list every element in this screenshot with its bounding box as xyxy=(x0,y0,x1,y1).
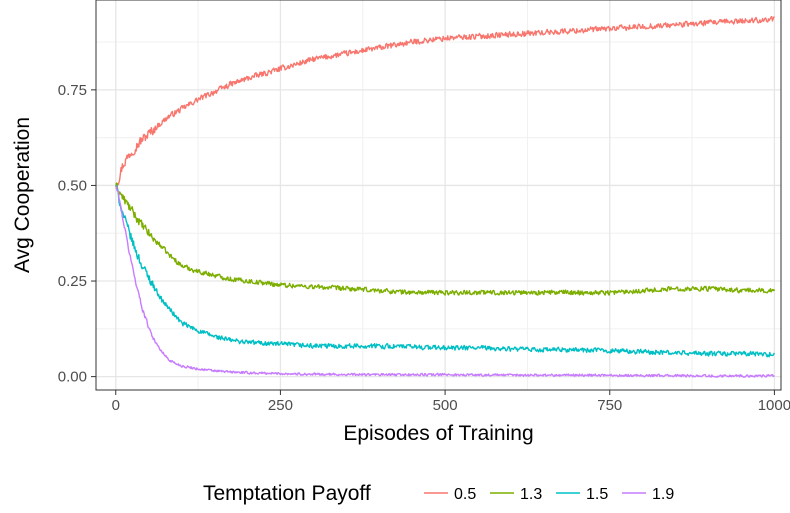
x-tick-label: 750 xyxy=(597,397,622,414)
legend-label-1-9: 1.9 xyxy=(652,486,674,503)
series-line-0-5 xyxy=(115,15,775,190)
series-line-1-9 xyxy=(115,185,775,378)
x-axis: 0 250 500 750 1000 xyxy=(112,390,790,414)
legend: Temptation Payoff 0.5 1.3 1.5 1.9 xyxy=(203,482,674,505)
major-gridlines xyxy=(96,0,781,390)
x-axis-label: Episodes of Training xyxy=(343,422,533,445)
y-tick-label: 0.25 xyxy=(58,273,87,290)
x-tick-label: 0 xyxy=(112,397,120,414)
plot-panel xyxy=(95,0,782,391)
series-line-1-3 xyxy=(115,182,776,296)
series-line-1-5 xyxy=(115,184,775,358)
legend-items: 0.5 1.3 1.5 1.9 xyxy=(424,486,674,503)
plot-border xyxy=(95,0,782,391)
x-tick-label: 250 xyxy=(268,397,293,414)
y-tick-label: 0.50 xyxy=(58,177,87,194)
series-lines xyxy=(115,15,776,378)
legend-title: Temptation Payoff xyxy=(203,482,371,505)
legend-label-1-5: 1.5 xyxy=(586,486,608,503)
y-tick-label: 0.75 xyxy=(58,82,87,99)
legend-label-0-5: 0.5 xyxy=(454,486,476,503)
y-tick-label: 0.00 xyxy=(58,369,87,386)
y-axis-label: Avg Cooperation xyxy=(11,117,34,273)
legend-label-1-3: 1.3 xyxy=(520,486,542,503)
y-axis: 0.00 0.25 0.50 0.75 xyxy=(58,82,96,386)
minor-gridlines xyxy=(96,0,781,390)
x-tick-label: 1000 xyxy=(758,397,790,414)
x-tick-label: 500 xyxy=(433,397,458,414)
